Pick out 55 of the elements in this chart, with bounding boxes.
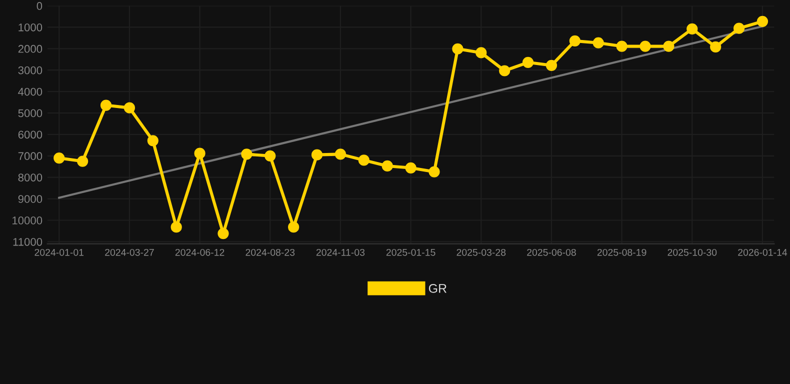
point: [54, 152, 65, 164]
point: [218, 228, 229, 240]
point: [170, 222, 182, 233]
point: [241, 148, 252, 160]
point: [569, 35, 580, 46]
point: [663, 40, 674, 52]
point: [405, 162, 416, 174]
x-tick-label: 2026-01-14: [738, 248, 788, 256]
point: [264, 150, 276, 162]
x-tick-label: 2024-03-27: [105, 248, 154, 256]
point: [476, 47, 487, 58]
point: [382, 160, 393, 172]
point: [546, 60, 558, 71]
point: [499, 65, 510, 76]
point: [592, 37, 604, 48]
y-tick-label: 7000: [18, 152, 42, 160]
point: [428, 166, 440, 178]
point: [311, 149, 323, 160]
point: [756, 16, 768, 27]
x-tick-label: 2024-11-03: [316, 248, 365, 256]
point: [686, 23, 698, 34]
y-tick-label: 1000: [18, 23, 42, 32]
point: [733, 22, 745, 34]
legend-label: GR: [428, 284, 446, 293]
point: [522, 56, 534, 68]
x-tick-label: 2024-01-01: [34, 248, 84, 256]
x-tick-label: 2025-03-28: [456, 248, 506, 256]
point: [194, 148, 206, 159]
point: [358, 154, 370, 166]
y-tick-label: 8000: [18, 174, 42, 182]
point: [710, 41, 722, 52]
x-tick-label: 2025-06-08: [527, 248, 576, 256]
point: [124, 102, 136, 114]
y-tick-label: 9000: [18, 195, 42, 203]
y-tick-label: 5000: [18, 109, 42, 118]
y-tick-label: 11000: [13, 238, 42, 246]
x-tick-label: 2025-01-15: [386, 248, 436, 256]
point: [640, 40, 651, 52]
x-tick-label: 2025-08-19: [597, 248, 646, 256]
y-tick-label: 10000: [12, 216, 42, 224]
y-tick-label: 6000: [18, 130, 42, 139]
point: [452, 43, 464, 54]
x-tick-label: 2025-10-30: [668, 248, 717, 256]
y-tick-label: 0: [36, 2, 42, 10]
point: [100, 100, 112, 111]
y-tick-label: 2000: [18, 44, 42, 53]
y-tick-label: 3000: [18, 66, 42, 74]
point: [77, 156, 88, 167]
point: [616, 40, 628, 52]
x-tick-label: 2024-06-12: [175, 248, 224, 256]
point: [147, 135, 158, 146]
point: [288, 222, 300, 233]
y-tick-label: 4000: [18, 88, 42, 96]
point: [334, 148, 346, 160]
x-tick-label: 2024-08-23: [246, 248, 295, 256]
